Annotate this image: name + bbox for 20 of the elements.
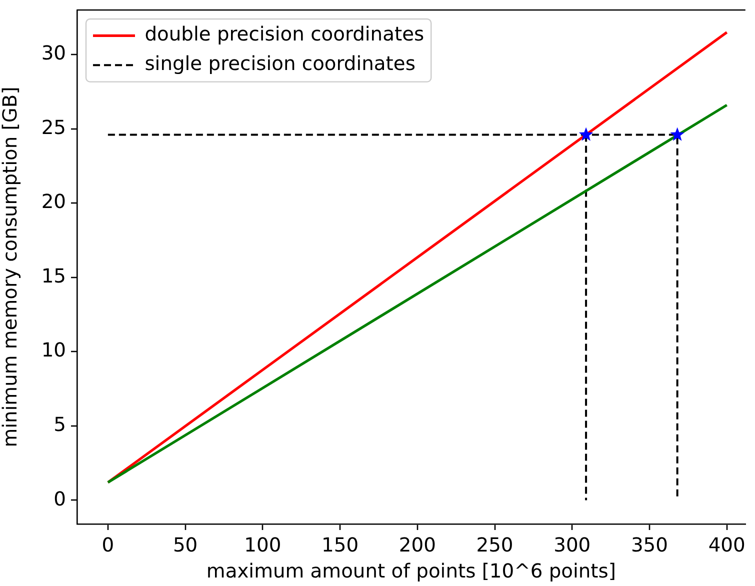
x-tick-label: 50 (172, 534, 198, 557)
y-tick-label: 25 (41, 116, 66, 139)
x-tick-label: 400 (708, 534, 746, 557)
x-tick-label: 300 (554, 534, 591, 557)
y-tick-label: 15 (41, 264, 66, 288)
legend-label: single precision coordinates (144, 52, 416, 76)
y-tick-label: 0 (54, 487, 66, 510)
y-tick-label: 10 (41, 338, 66, 362)
y-tick-label: 30 (41, 42, 66, 65)
x-tick-label: 0 (102, 534, 114, 557)
y-tick-label: 5 (54, 412, 66, 436)
x-tick-label: 250 (476, 534, 514, 557)
y-axis-title: minimum memory consumption [GB] (0, 86, 22, 448)
x-tick-label: 350 (630, 534, 668, 557)
legend-label: double precision coordinates (144, 22, 424, 46)
x-axis-title: maximum amount of points [10^6 points] (206, 559, 616, 582)
x-tick-label: 150 (322, 534, 359, 557)
y-tick-label: 20 (41, 190, 66, 214)
x-tick-label: 100 (244, 534, 282, 557)
x-tick-label: 200 (398, 534, 436, 557)
